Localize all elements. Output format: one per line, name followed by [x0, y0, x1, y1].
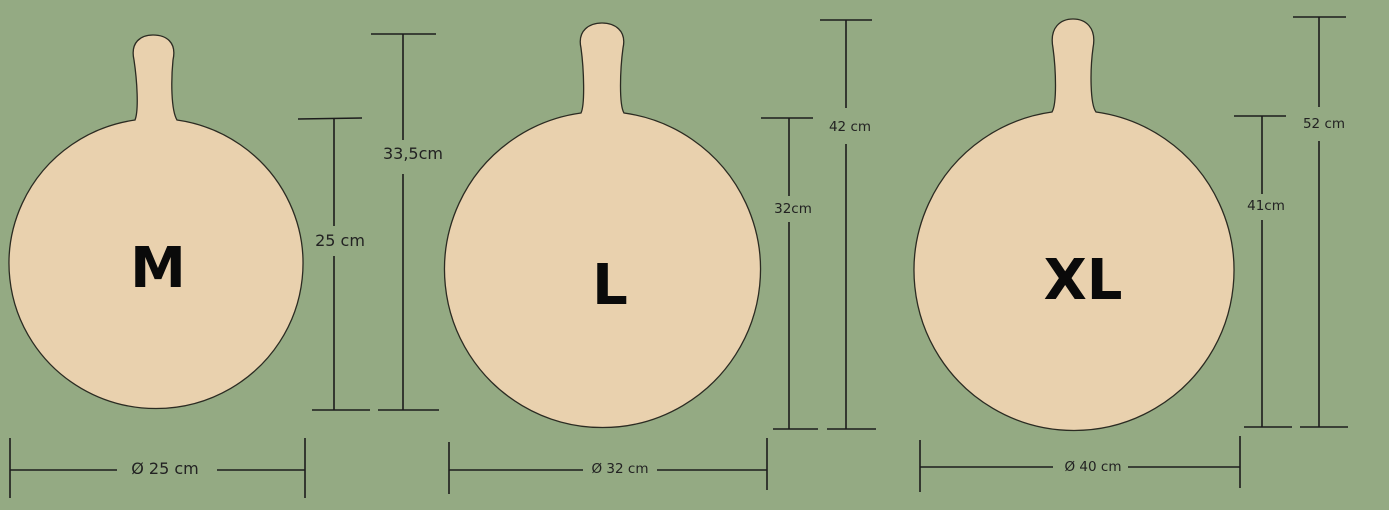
board-l-shape — [443, 22, 762, 429]
board-xl-height-label: 41cm — [1247, 198, 1285, 214]
board-m-height-tick-top — [297, 117, 363, 120]
board-m-shape — [8, 34, 304, 410]
board-m-height-label: 25 cm — [315, 231, 365, 250]
board-l-size-label: L — [592, 253, 628, 318]
board-xl-shape — [913, 18, 1235, 432]
board-m: M Ø 25 cm 25 cm 33,5cm — [8, 33, 443, 498]
board-xl-total-label: 52 cm — [1303, 116, 1345, 132]
board-l-total-label: 42 cm — [829, 119, 871, 135]
board-l-height-label: 32cm — [774, 201, 812, 217]
board-l: L Ø 32 cm 32cm 42 cm — [443, 19, 876, 494]
board-m-diameter-label: Ø 25 cm — [131, 459, 199, 478]
board-m-size-label: M — [130, 236, 186, 301]
board-xl: XL Ø 40 cm 41cm 52 cm — [913, 16, 1348, 492]
board-l-diameter-label: Ø 32 cm — [592, 461, 649, 477]
board-xl-size-label: XL — [1044, 248, 1123, 313]
board-m-total-label: 33,5cm — [383, 144, 443, 163]
board-xl-diameter-label: Ø 40 cm — [1065, 459, 1122, 475]
